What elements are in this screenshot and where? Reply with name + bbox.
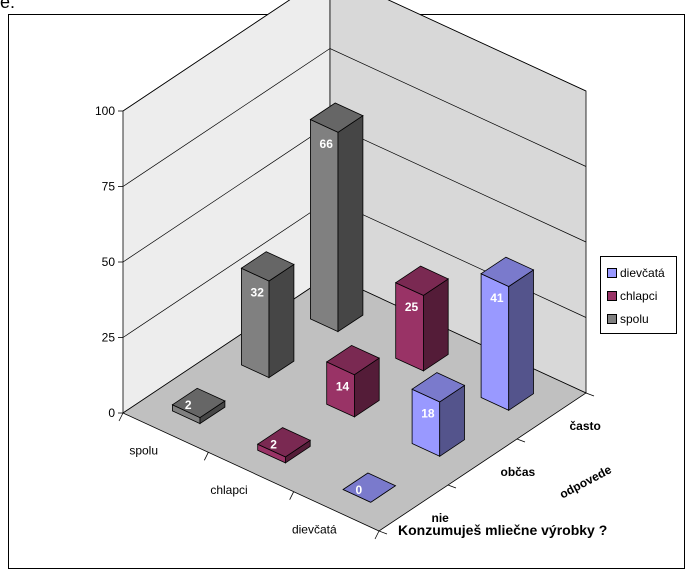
category-label: spolu xyxy=(129,444,158,458)
depth-category-label: občas xyxy=(501,465,536,479)
y-tick-label: 25 xyxy=(102,331,116,345)
chart-legend: dievčatá chlapci spolu xyxy=(600,256,677,334)
gridline xyxy=(122,48,587,187)
bar-top-face xyxy=(325,344,381,376)
y-tick-label: 50 xyxy=(102,255,116,269)
bar-value-label: 2 xyxy=(185,398,192,412)
x-tick xyxy=(118,412,124,422)
bar-value-label: 32 xyxy=(251,286,265,300)
bar: 25 xyxy=(394,265,450,372)
bar-front-face xyxy=(309,118,339,333)
legend-label: dievčatá xyxy=(620,265,665,280)
z-tick xyxy=(447,484,457,489)
z-tick xyxy=(585,392,595,397)
bar: 0 xyxy=(342,472,397,503)
y-tick-label: 100 xyxy=(95,104,115,118)
bar-value-label: 2 xyxy=(270,438,277,452)
y-axis-ticks: 0 25 50 75 100 xyxy=(95,104,123,420)
category-label: dievčatá xyxy=(292,522,337,536)
legend-swatch-dievcata xyxy=(607,267,617,278)
bar: 66 xyxy=(309,102,364,333)
page-title-fragment: e: xyxy=(0,0,16,12)
legend-item-spolu: spolu xyxy=(607,307,676,330)
depth-category-label: nie xyxy=(432,511,450,525)
bar-top-face xyxy=(256,427,312,458)
x-tick xyxy=(374,530,380,540)
bar-top-face xyxy=(171,387,226,419)
bar-value-label: 66 xyxy=(320,137,334,151)
bar-top-face xyxy=(394,265,450,296)
legend-swatch-chlapci xyxy=(607,290,617,301)
bar-side-face xyxy=(508,269,534,412)
legend-swatch-spolu xyxy=(607,313,617,324)
x-tick xyxy=(203,452,209,461)
category-label: chlapci xyxy=(210,483,247,497)
bar: 14 xyxy=(325,344,381,418)
legend-label: chlapci xyxy=(620,288,658,303)
y-tick-label: 75 xyxy=(102,180,116,194)
bar-side-face xyxy=(268,263,295,379)
bar: 18 xyxy=(411,372,466,458)
bar-top-face xyxy=(309,102,364,133)
gridline xyxy=(122,0,587,112)
legend-item-dievcata: dievčatá xyxy=(607,261,676,284)
bar-top-face xyxy=(480,256,535,287)
bar: 2 xyxy=(171,387,226,425)
bar-top-face xyxy=(342,472,397,503)
depth-axis-title: odpovede xyxy=(557,462,614,501)
z-tick xyxy=(516,438,526,443)
chart-title: Konzumuješ mliečne výrobky ? xyxy=(398,522,608,538)
legend-label: spolu xyxy=(620,311,649,326)
bar-value-label: 18 xyxy=(421,407,435,421)
bar-side-face xyxy=(337,114,364,333)
depth-category-label: často xyxy=(570,419,601,433)
y-tick-label: 0 xyxy=(108,406,115,420)
bar-value-label: 41 xyxy=(490,291,504,305)
bar: 2 xyxy=(256,427,312,464)
x-tick xyxy=(289,491,295,500)
bar-value-label: 14 xyxy=(336,379,350,393)
z-tick xyxy=(378,530,388,535)
bar: 41 xyxy=(480,256,535,412)
bar: 32 xyxy=(240,251,295,379)
bar-top-face xyxy=(411,372,466,403)
bar-top-face xyxy=(240,251,295,282)
bar-value-label: 25 xyxy=(405,300,419,314)
bar-value-label: 0 xyxy=(356,483,363,497)
bar-front-face xyxy=(395,282,424,372)
legend-item-chlapci: chlapci xyxy=(607,284,676,307)
